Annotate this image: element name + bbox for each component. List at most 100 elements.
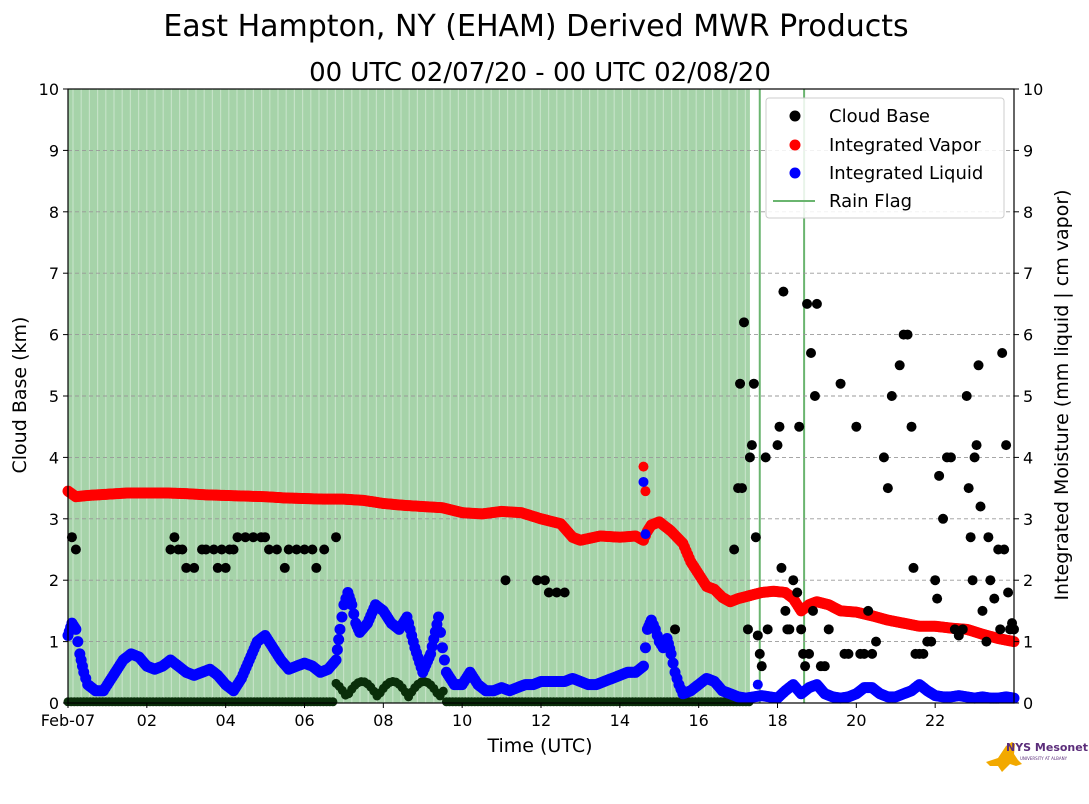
integrated-liquid-point [336,611,348,623]
cloud-base-point [902,329,913,340]
cloud-base-point [774,421,785,432]
cloud-base-point [867,648,878,659]
y-tick-label-left: 2 [49,571,59,590]
cloud-base-point [851,421,862,432]
legend-cloud-base-marker [789,110,801,122]
cloud-base-point [319,544,330,555]
cloud-base-point [918,648,929,659]
cloud-base-point [800,661,811,672]
cloud-base-point [754,648,765,659]
y-tick-label-right: 7 [1023,264,1033,283]
logo-text: NYS Mesonet [1006,741,1088,754]
legend-cloud-base-label: Cloud Base [829,106,930,127]
y-tick-label-left: 5 [49,387,59,406]
outlier-point [638,476,649,487]
cloud-base-point [784,624,795,635]
cloud-base-point [1003,587,1014,598]
cloud-base-point [776,562,787,573]
cloud-base-point [220,562,231,573]
outlier-point [640,486,651,497]
cloud-base-point [735,378,746,389]
cloud-base-point [859,648,870,659]
cloud-base-point [760,452,771,463]
cloud-base-point [823,624,834,635]
integrated-liquid-point [333,634,345,646]
integrated-liquid-point [348,608,360,620]
cloud-base-point [780,605,791,616]
x-tick-label: 14 [610,711,630,730]
cloud-base-point [985,575,996,586]
integrated-liquid-point [436,642,448,654]
cloud-base-point [177,544,188,555]
cloud-base-point [796,624,807,635]
legend-rain-flag-label: Rain Flag [829,191,912,212]
logo-subtext: UNIVERSITY AT ALBANY [1020,756,1068,761]
integrated-liquid-point [434,626,446,638]
x-axis-label: Time (UTC) [486,735,592,757]
legend: Cloud Base Integrated Vapor Integrated L… [765,97,1005,219]
cloud-base-point [729,544,740,555]
cloud-base-point [967,575,978,586]
cloud-base-point [738,317,749,328]
cloud-base-point [807,605,818,616]
integrated-liquid-point [72,636,84,648]
integrated-liquid-point [346,599,358,611]
cloud-base-point [169,532,180,543]
cloud-base-point [792,587,803,598]
cloud-base-point [200,544,211,555]
chart-subtitle: 00 UTC 02/07/20 - 00 UTC 02/08/20 [309,58,771,88]
cloud-base-point [500,575,511,586]
legend-box [765,97,1005,219]
cloud-base-point [748,378,759,389]
y-tick-label-left: 8 [49,203,59,222]
y-axis-right-label: Integrated Moisture (mm liquid | cm vapo… [1051,189,1073,600]
cloud-base-point [882,483,893,494]
cloud-base-point [806,348,817,359]
cloud-base-point [971,440,982,451]
integrated-liquid-point [438,654,450,666]
y-tick-label-right: 1 [1023,633,1033,652]
cloud-base-point [208,544,219,555]
cloud-base-point [750,532,761,543]
legend-vapor-label: Integrated Vapor [829,135,981,156]
y-tick-label-right: 10 [1023,80,1043,99]
integrated-liquid-point [667,657,679,669]
cloud-base-point [756,661,767,672]
cloud-base-point [744,452,755,463]
cloud-base-point [737,483,748,494]
cloud-base-point [181,562,192,573]
y-axis-left-label: Cloud Base (km) [9,317,31,474]
y-tick-label-left: 0 [49,694,59,713]
cloud-base-point [788,575,799,586]
cloud-base-point [999,544,1010,555]
x-tick-label: 08 [373,711,393,730]
cloud-base-point [809,391,820,401]
outlier-point [638,461,649,472]
cloud-base-point [819,661,830,672]
y-tick-label-right: 0 [1023,694,1033,713]
cloud-base-point [969,452,980,463]
integrated-liquid-point [433,611,445,623]
cloud-base-point [66,532,77,543]
y-tick-label-right: 9 [1023,141,1033,160]
integrated-liquid-point [331,644,343,656]
cloud-base-point [843,648,854,659]
cloud-base-point [212,562,223,573]
x-tick-label: 16 [688,711,708,730]
x-tick-label: 20 [846,711,866,730]
cloud-base-point [260,532,271,543]
cloud-base-point [981,636,992,647]
y-tick-label-right: 5 [1023,387,1033,406]
cloud-base-point [311,562,322,573]
integrated-liquid-point [665,648,677,660]
x-tick-label: 22 [925,711,945,730]
cloud-base-point [961,391,972,401]
cloud-base-point [778,286,789,297]
cloud-base-point [963,483,974,494]
cloud-base-point [742,624,753,635]
y-tick-label-left: 4 [49,448,59,467]
cloud-base-point [248,532,259,543]
x-tick-label: 06 [294,711,314,730]
y-tick-label-left: 6 [49,326,59,345]
